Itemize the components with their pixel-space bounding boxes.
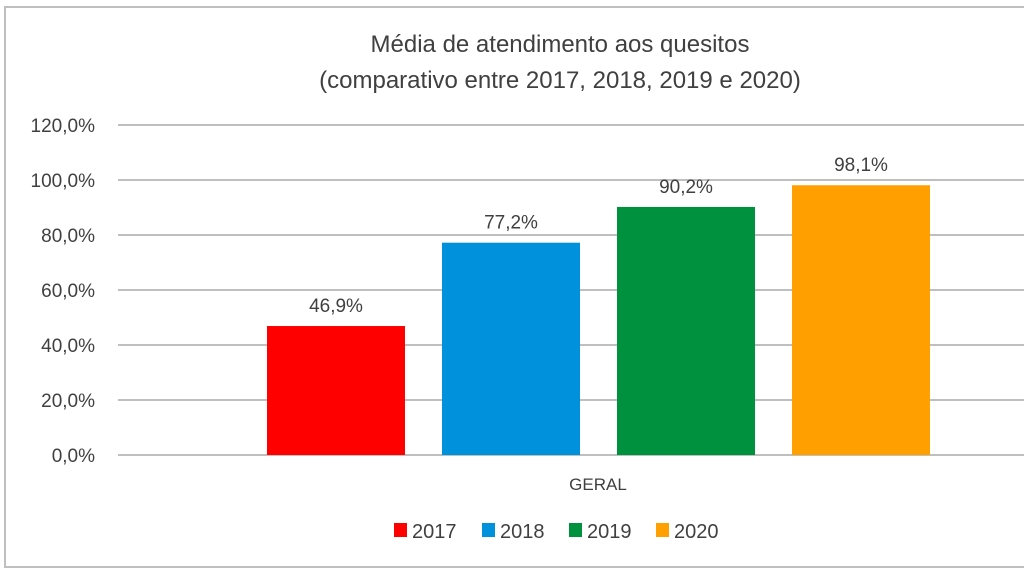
y-tick-label: 0,0% — [52, 446, 95, 467]
y-tick-label: 20,0% — [41, 391, 95, 412]
legend-label-2018: 2018 — [500, 521, 545, 543]
y-tick-label: 80,0% — [41, 226, 95, 247]
bar-2020 — [792, 185, 930, 455]
chart-title-line-1: Média de atendimento aos quesitos — [371, 31, 750, 58]
legend-label-2017: 2017 — [412, 521, 457, 543]
legend-label-2019: 2019 — [587, 521, 632, 543]
bar-2019 — [617, 206, 755, 455]
data-label-2017: 46,9% — [309, 296, 363, 317]
bar-2018 — [442, 242, 580, 455]
y-tick-label: 60,0% — [41, 281, 95, 302]
data-label-2020: 98,1% — [834, 155, 888, 176]
legend-swatch-2018 — [482, 523, 495, 537]
bar-2017 — [267, 326, 405, 455]
legend-swatch-2020 — [656, 523, 669, 537]
y-tick-label: 120,0% — [31, 116, 96, 137]
legend-swatch-2019 — [569, 523, 582, 537]
y-tick-label: 40,0% — [41, 336, 95, 357]
y-tick-label: 100,0% — [31, 171, 96, 192]
data-label-2019: 90,2% — [659, 177, 713, 198]
data-label-2018: 77,2% — [484, 213, 538, 234]
legend-label-2020: 2020 — [674, 521, 719, 543]
x-category-label: GERAL — [569, 475, 627, 494]
legend-swatch-2017 — [394, 523, 407, 537]
chart-title-line-2: (comparativo entre 2017, 2018, 2019 e 20… — [319, 67, 801, 94]
